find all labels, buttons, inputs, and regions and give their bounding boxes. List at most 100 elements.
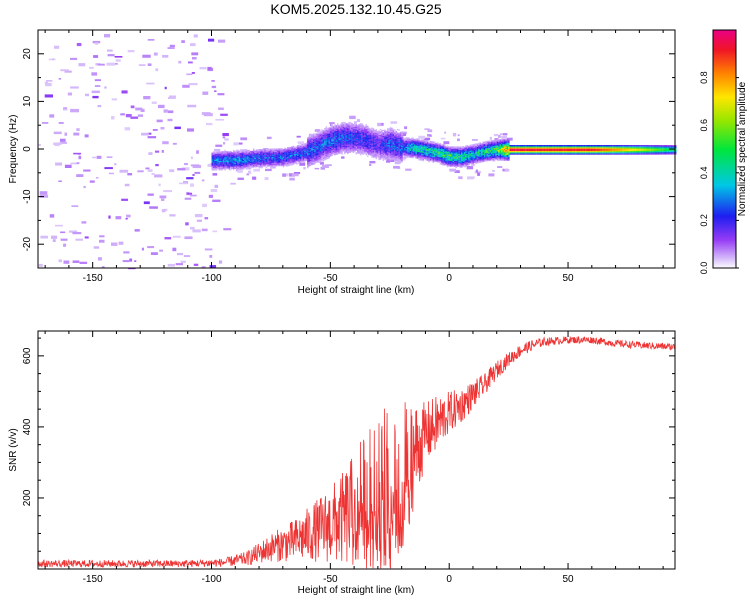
heatmap-cell [489,159,492,161]
heatmap-cell [354,124,356,126]
heatmap-cell [212,163,215,165]
heatmap-cell [324,148,326,150]
heatmap-cell [457,138,460,142]
heatmap-cell [409,148,412,150]
heatmap-cell [482,152,484,154]
heatmap-cell [479,157,482,160]
heatmap-cell [572,152,574,154]
heatmap-cell [491,152,493,154]
heatmap-cell [468,154,470,156]
heatmap-cell [381,129,383,132]
heatmap-cell [277,164,279,167]
heatmap-cell [298,147,300,149]
heatmap-cell [441,145,443,148]
heatmap-cell [73,132,80,136]
heatmap-cell [378,152,380,155]
heatmap-cell [458,148,460,151]
heatmap-cell [359,139,362,142]
heatmap-cell [206,122,213,126]
heatmap-cell [588,153,590,155]
heatmap-cell [449,152,452,154]
heatmap-cell [275,155,278,157]
heatmap-cell [252,149,255,151]
heatmap-cell [252,166,255,168]
heatmap-cell [392,144,395,146]
heatmap-cell [309,157,312,159]
heatmap-cell [471,148,473,150]
heatmap-cell [365,136,367,138]
heatmap-cell [41,122,49,124]
heatmap-cell [215,154,218,157]
heatmap-cell [398,137,400,139]
heatmap-cell [405,145,407,147]
heatmap-cell [325,126,328,128]
heatmap-cell [319,138,322,140]
heatmap-cell [489,155,492,158]
heatmap-cell [355,129,357,131]
heatmap-cell [271,152,273,154]
heatmap-cell [375,143,377,145]
heatmap-cell [237,169,243,173]
heatmap-cell [448,163,450,166]
heatmap-cell [476,159,479,162]
heatmap-cell [319,131,322,133]
heatmap-cell [491,144,493,147]
heatmap-cell [401,158,403,160]
heatmap-cell [211,165,213,168]
heatmap-cell [426,149,429,152]
heatmap-cell [418,144,420,147]
heatmap-cell [419,155,422,158]
heatmap-cell [562,149,564,152]
heatmap-cell [268,151,271,153]
heatmap-cell [418,143,420,145]
heatmap-cell [322,132,325,134]
heatmap-cell [364,147,366,150]
heatmap-cell [280,161,282,163]
heatmap-cell [114,63,118,65]
heatmap-cell [462,149,464,152]
heatmap-cell [432,161,435,163]
heatmap-cell [422,148,425,150]
heatmap-cell [237,160,239,162]
heatmap-cell [354,130,356,132]
heatmap-cell [548,148,550,150]
heatmap-cell [555,149,557,152]
heatmap-cell [367,138,369,141]
heatmap-cell [593,147,596,149]
heatmap-cell [466,166,474,170]
heatmap-cell [309,147,312,150]
heatmap-cell [444,163,446,165]
heatmap-cell [505,140,507,142]
heatmap-cell [415,153,417,156]
heatmap-cell [483,155,486,158]
heatmap-cell [568,147,570,149]
heatmap-cell [341,138,343,141]
heatmap-cell [445,156,447,159]
heatmap-cell [127,50,135,53]
heatmap-cell [351,143,353,145]
heatmap-cell [441,150,443,152]
heatmap-cell [218,260,223,264]
heatmap-cell [472,150,474,152]
heatmap-cell [351,132,353,134]
heatmap-cell [351,150,353,152]
heatmap-cell [163,190,172,193]
heatmap-cell [58,180,62,182]
heatmap-cell [319,141,322,144]
heatmap-cell [344,138,346,140]
heatmap-cell [274,156,276,159]
heatmap-cell [358,128,360,131]
heatmap-cell [257,152,259,155]
heatmap-cell [425,158,427,160]
heatmap-cell [406,155,409,157]
heatmap-cell [258,153,261,156]
heatmap-cell [455,159,457,161]
heatmap-cell [516,152,519,154]
heatmap-cell [392,128,395,131]
heatmap-cell [295,159,298,161]
heatmap-cell [329,145,332,147]
heatmap-cell [274,154,276,156]
heatmap-cell [436,145,439,147]
heatmap-cell [318,155,320,158]
heatmap-cell [562,145,564,147]
